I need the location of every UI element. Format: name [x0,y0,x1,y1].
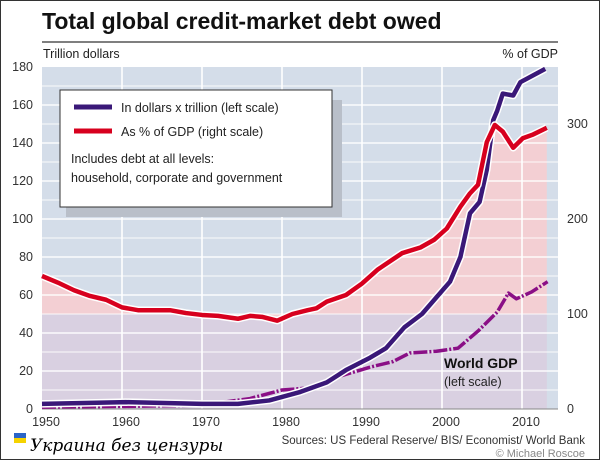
legend-note-line2: household, corporate and government [71,171,283,185]
right-axis-label: % of GDP [502,47,558,61]
y-right-tick-label: 300 [567,117,588,131]
legend-note-line1: Includes debt at all levels: [71,152,214,166]
legend: In dollars x trillion (left scale) As % … [59,89,342,217]
y-right-tick-label: 0 [567,402,574,416]
x-tick-label: 1960 [112,415,140,429]
source-note: Sources: US Federal Reserve/ BIS/ Econom… [282,435,586,447]
watermark-text: Украина без цензуры [30,436,223,456]
world-gdp-annotation-scale: (left scale) [444,375,502,389]
y-right-tick-label: 200 [567,212,588,226]
y-left-tick-label: 140 [12,136,33,150]
flag-blue [14,433,26,438]
chart-title: Total global credit-market debt owed [42,8,442,34]
legend-entry-pct-gdp: As % of GDP (right scale) [121,125,263,139]
y-left-tick-label: 160 [12,98,33,112]
y-left-tick-label: 40 [19,326,33,340]
y-right-tick-label: 100 [567,307,588,321]
flag-yellow [14,438,26,443]
series-line-world-gdp [41,280,549,409]
x-tick-label: 1970 [192,415,220,429]
series-line-debt-pct-gdp [41,122,548,323]
x-tick-label: 1980 [272,415,300,429]
pct-gdp-area-fill [42,124,547,321]
y-left-tick-label: 120 [12,174,33,188]
x-tick-label: 1990 [352,415,380,429]
world-gdp-annotation: World GDP [444,355,518,371]
y-left-tick-label: 180 [12,60,33,74]
y-left-tick-label: 80 [19,250,33,264]
credit: © Michael Roscoe [496,448,585,460]
y-left-tick-label: 60 [19,288,33,302]
watermark: Украина без цензуры [14,433,223,456]
legend-entry-dollars: In dollars x trillion (left scale) [121,101,279,115]
y-left-tick-label: 20 [19,364,33,378]
x-tick-label: 2010 [512,415,540,429]
y-left-tick-label: 100 [12,212,33,226]
y-left-tick-label: 0 [26,402,33,416]
x-tick-label: 1950 [32,415,60,429]
left-axis-label: Trillion dollars [43,47,120,61]
x-tick-label: 2000 [432,415,460,429]
